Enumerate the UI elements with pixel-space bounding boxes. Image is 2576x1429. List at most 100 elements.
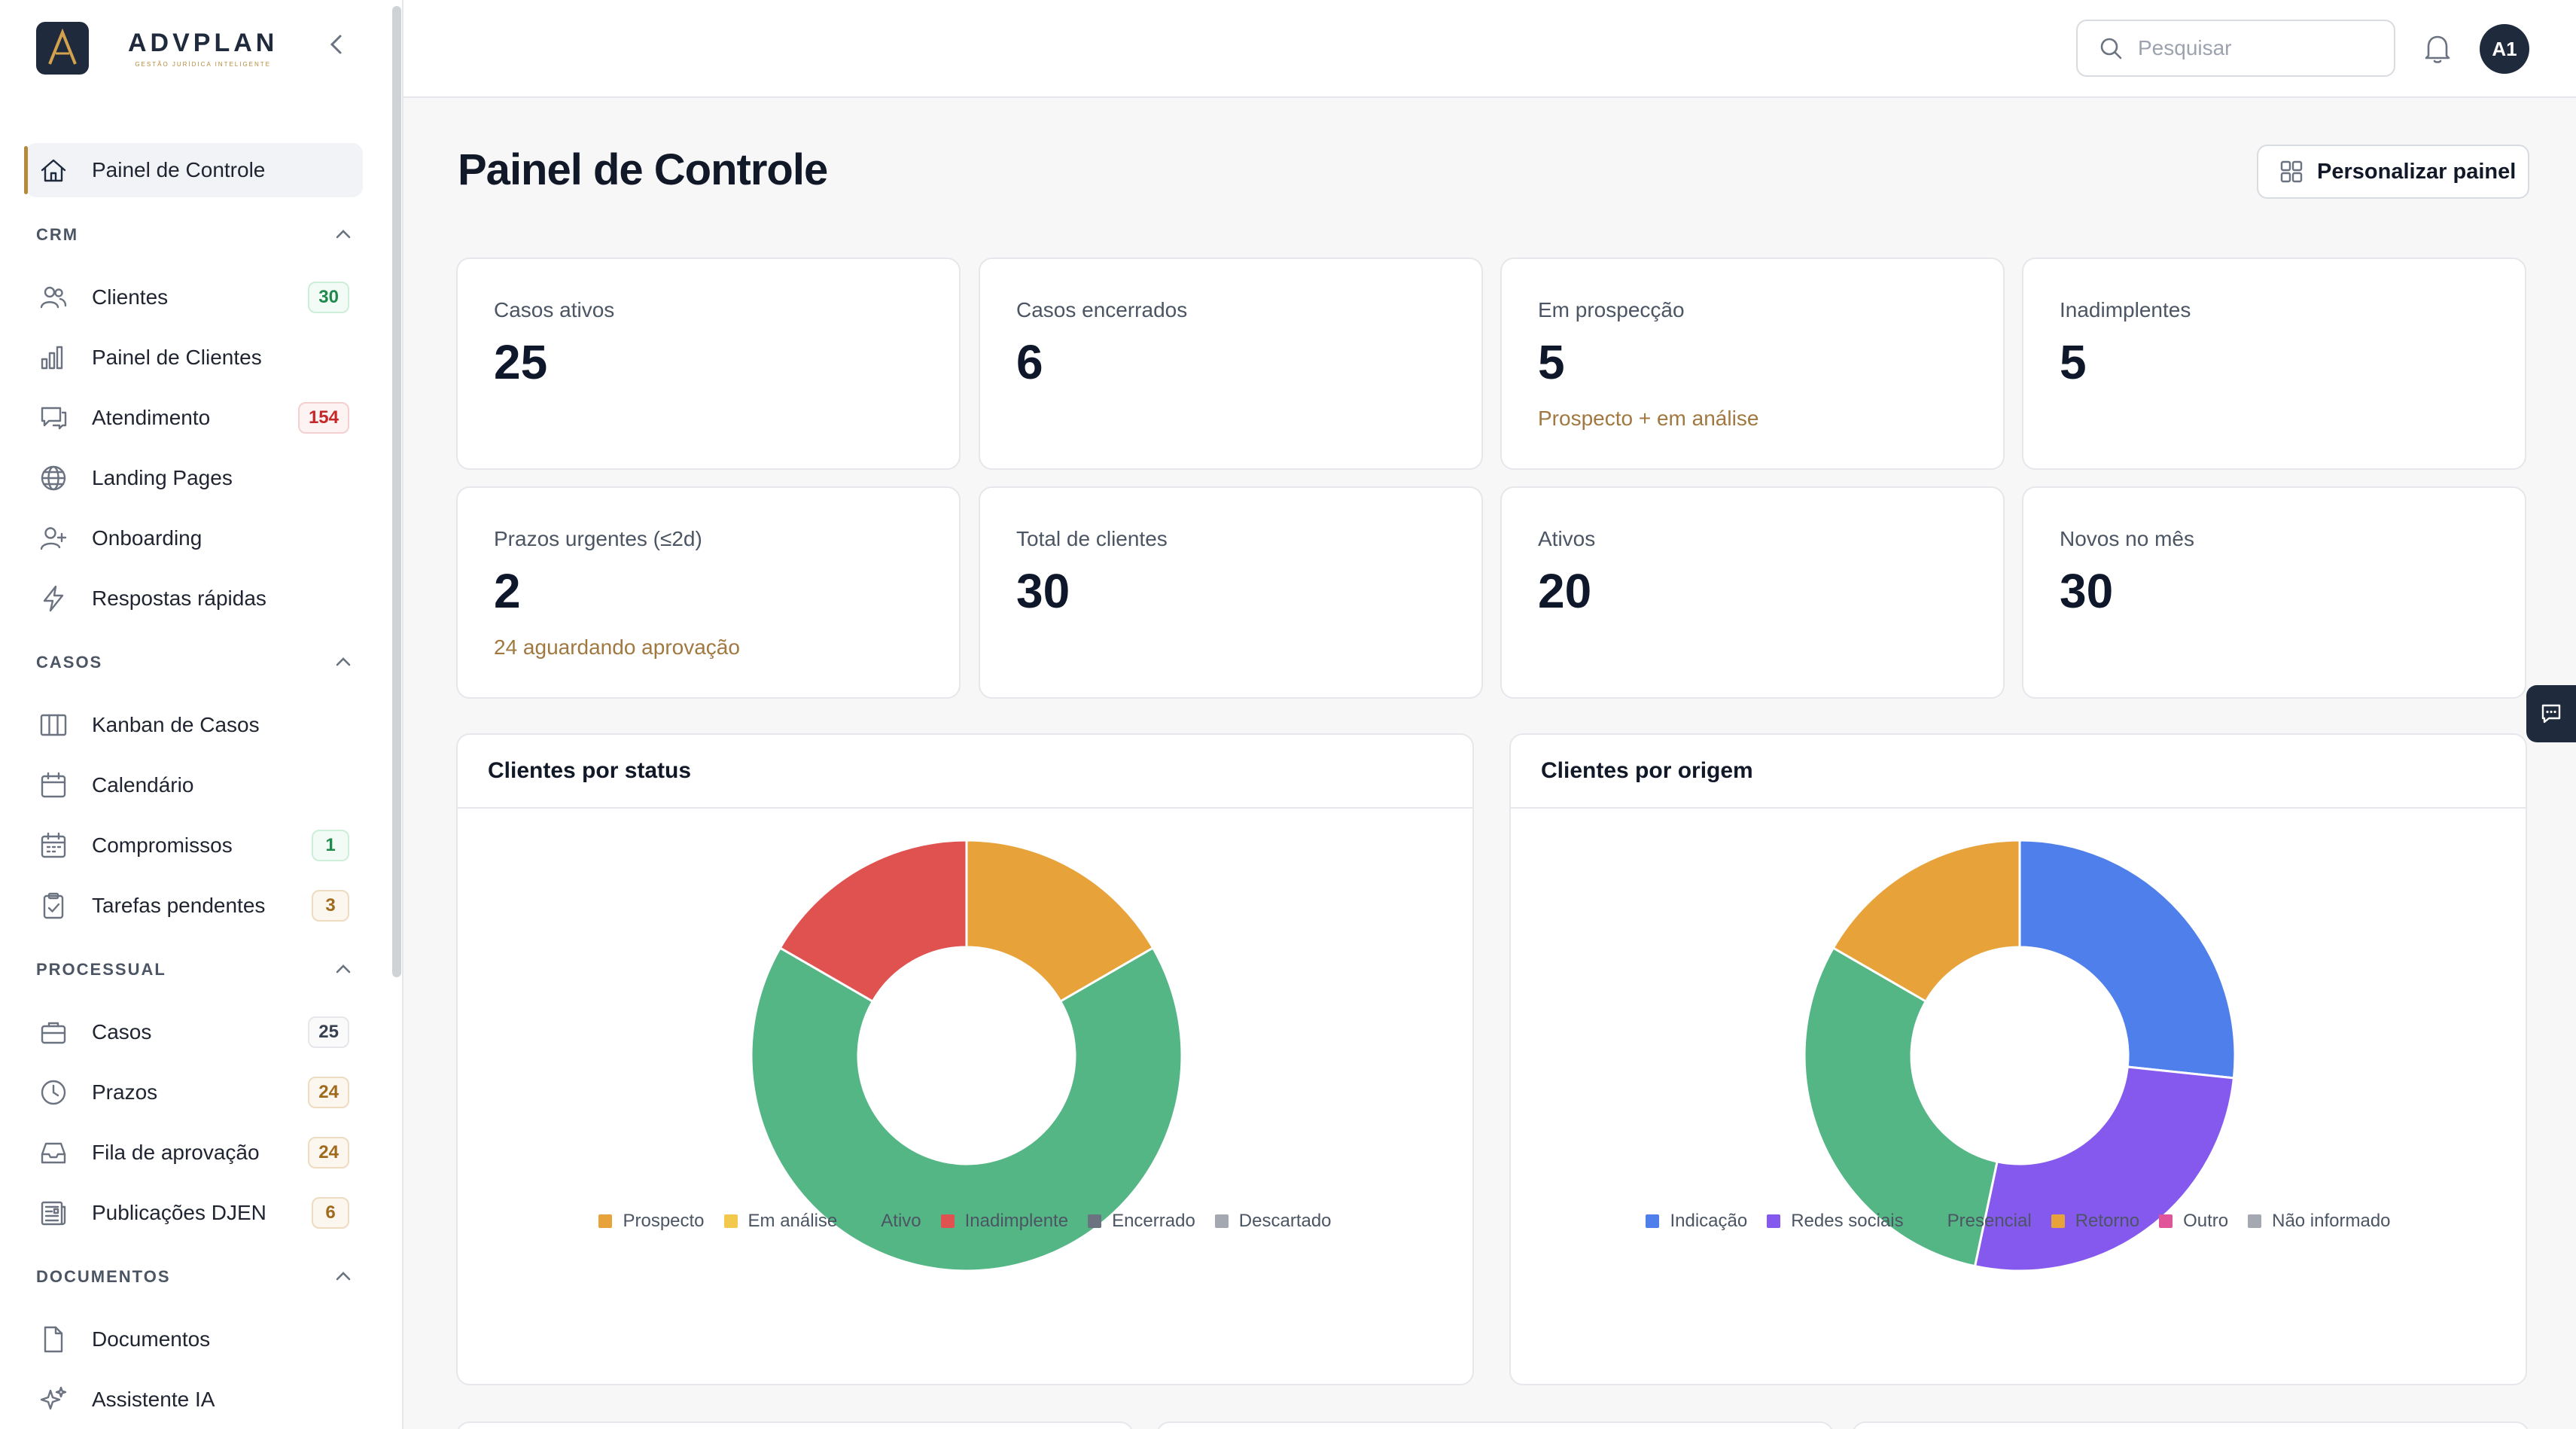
bar-chart-icon (36, 340, 71, 375)
legend-item[interactable]: Não informado (2248, 1211, 2391, 1232)
chevron-up-icon (334, 653, 352, 672)
count-badge: 24 (308, 1077, 349, 1108)
stat-label: Novos no mês (2060, 527, 2194, 550)
grid-icon (2280, 160, 2303, 183)
legend-swatch (1214, 1214, 1229, 1228)
donut-slice-ativo[interactable] (750, 946, 1183, 1272)
clipboard-check-icon (36, 888, 71, 923)
home-icon (36, 153, 71, 187)
bell-icon (2425, 35, 2450, 63)
legend-item[interactable]: Descartado (1214, 1211, 1332, 1232)
collapse-sidebar-button[interactable] (324, 32, 349, 57)
sidebar-item-calendario[interactable]: Calendário (26, 758, 363, 812)
sidebar-item-respostas-rapidas[interactable]: Respostas rápidas (26, 571, 363, 626)
legend-item[interactable]: Em análise (723, 1211, 838, 1232)
sidebar-item-label: Painel de Clientes (92, 346, 262, 369)
sidebar-item-label: Casos (92, 1020, 152, 1044)
sidebar-item-label: Kanban de Casos (92, 713, 260, 736)
donut-slice-redes-sociais[interactable] (1973, 1065, 2236, 1272)
section-title: CASOS (36, 653, 103, 672)
brand-logo-icon (36, 22, 89, 75)
legend-item[interactable]: Presencial (1923, 1211, 2032, 1232)
sidebar-item-label: Publicações DJEN (92, 1201, 266, 1224)
sidebar-item-landing-pages[interactable]: Landing Pages (26, 451, 363, 505)
legend-item[interactable]: Indicação (1646, 1211, 1747, 1232)
sidebar-item-label: Tarefas pendentes (92, 894, 266, 917)
count-badge: 30 (308, 282, 349, 313)
sidebar-item-casos[interactable]: Casos 25 (26, 1005, 363, 1059)
legend-label: Em análise (748, 1211, 838, 1231)
user-plus-icon (36, 521, 71, 556)
legend-item[interactable]: Retorno (2051, 1211, 2139, 1232)
legend-label: Outro (2183, 1211, 2229, 1231)
notifications-button[interactable] (2419, 30, 2456, 66)
legend-label: Indicação (1670, 1211, 1748, 1231)
sidebar-section-crm[interactable]: CRM (36, 220, 352, 250)
legend-swatch (1646, 1214, 1660, 1228)
sidebar-item-painel-de-controle[interactable]: Painel de Controle (24, 143, 363, 197)
donut-slice-presencial[interactable] (1803, 946, 1999, 1268)
chevron-up-icon (334, 960, 352, 980)
chart-legend: Indicação Redes sociais Presencial Retorno O… (1511, 1211, 2526, 1232)
page-title: Painel de Controle (458, 145, 828, 194)
stat-label: Casos ativos (494, 298, 615, 321)
chart-title: Clientes por origem (1511, 735, 2526, 809)
sidebar-item-clientes[interactable]: Clientes 30 (26, 270, 363, 324)
briefcase-icon (36, 1015, 71, 1050)
sidebar-section-documentos[interactable]: DOCUMENTOS (36, 1262, 352, 1292)
chart-legend: Prospecto Em análise Ativo Inadimplente Ence… (458, 1211, 1472, 1232)
legend-item[interactable]: Prospecto (598, 1211, 705, 1232)
legend-item[interactable]: Outro (2159, 1211, 2228, 1232)
search-box[interactable] (2076, 20, 2395, 77)
sidebar-section-processual[interactable]: PROCESSUAL (36, 955, 352, 985)
chat-support-button[interactable] (2526, 685, 2576, 742)
legend-item[interactable]: Redes sociais (1767, 1211, 1904, 1232)
stat-note: 24 aguardando aprovação (494, 635, 740, 659)
user-avatar[interactable]: A1 (2480, 24, 2529, 74)
sidebar-item-assistente-ia[interactable]: Assistente IA (26, 1373, 363, 1427)
legend-item[interactable]: Encerrado (1088, 1211, 1195, 1232)
search-icon (2100, 38, 2122, 59)
sidebar-item-compromissos[interactable]: Compromissos 1 (26, 818, 363, 873)
donut-slice-indicacao[interactable] (2018, 839, 2236, 1080)
legend-swatch (2248, 1214, 2262, 1228)
donut-slice-prospecto[interactable] (965, 839, 1155, 1004)
message-icon (2541, 704, 2561, 724)
count-badge: 25 (308, 1016, 349, 1048)
stat-card: Inadimplentes 5 (2022, 257, 2526, 470)
sidebar-item-kanban-de-casos[interactable]: Kanban de Casos (26, 698, 363, 752)
zap-icon (36, 581, 71, 616)
clock-icon (36, 1075, 71, 1110)
donut-slice-inadimplente[interactable] (778, 839, 968, 1004)
calendar-icon (36, 768, 71, 803)
count-badge: 24 (308, 1137, 349, 1168)
brand[interactable]: ADVPLAN GESTÃO JURÍDICA INTELIGENTE (36, 21, 278, 75)
sidebar-item-label: Painel de Controle (92, 158, 266, 181)
sidebar-item-documentos[interactable]: Documentos (26, 1312, 363, 1367)
customize-dashboard-button[interactable]: Personalizar painel (2257, 145, 2529, 199)
chevron-left-icon (330, 35, 342, 54)
sidebar-item-fila-de-aprovacao[interactable]: Fila de aprovação 24 (26, 1126, 363, 1180)
users-icon (36, 280, 71, 315)
donut-chart-origin (1803, 839, 2236, 1272)
sidebar-item-painel-de-clientes[interactable]: Painel de Clientes (26, 331, 363, 385)
dashboard-card (1852, 1421, 2529, 1429)
stat-label: Total de clientes (1016, 527, 1168, 550)
sidebar-item-publicacoes-djen[interactable]: Publicações DJEN 6 (26, 1186, 363, 1240)
sidebar-item-onboarding[interactable]: Onboarding (26, 511, 363, 565)
sidebar-item-label: Respostas rápidas (92, 587, 266, 610)
sidebar-section-casos[interactable]: CASOS (36, 647, 352, 678)
legend-item[interactable]: Ativo (857, 1211, 921, 1232)
stat-value: 30 (1016, 564, 1070, 618)
sidebar-item-prazos[interactable]: Prazos 24 (26, 1065, 363, 1120)
legend-item[interactable]: Inadimplente (940, 1211, 1068, 1232)
sidebar-item-atendimento[interactable]: Atendimento 154 (26, 391, 363, 445)
sidebar-item-tarefas-pendentes[interactable]: Tarefas pendentes 3 (26, 879, 363, 933)
stat-card: Ativos 20 (1500, 486, 2005, 699)
donut-slice-retorno[interactable] (1832, 839, 2021, 1004)
search-input[interactable] (2138, 36, 2379, 60)
sidebar-item-label: Onboarding (92, 526, 202, 550)
sidebar-scrollbar[interactable] (392, 6, 401, 977)
stat-card: Total de clientes 30 (979, 486, 1483, 699)
stat-value: 30 (2060, 564, 2114, 618)
